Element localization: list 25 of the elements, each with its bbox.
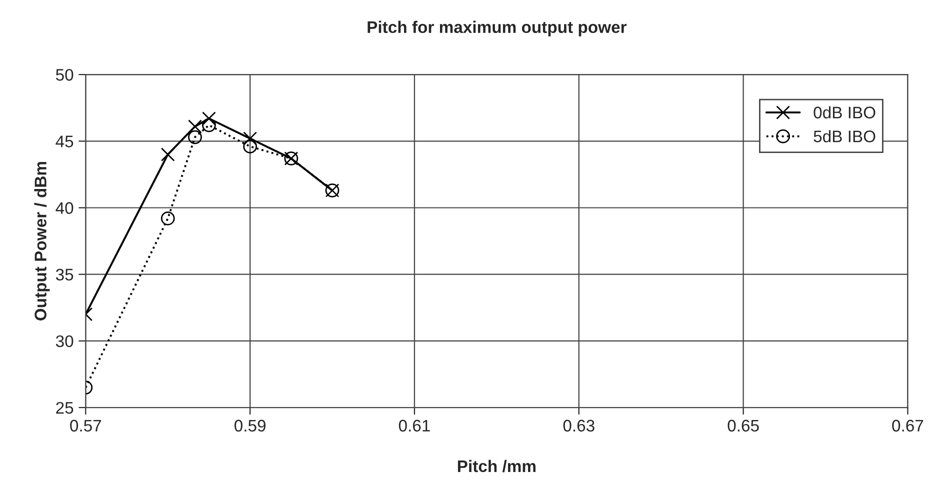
x-axis-title: Pitch /mm [458,460,536,472]
chart-title: Pitch for maximum output power [368,20,627,36]
point [160,211,175,226]
legend-label: 5dB IBO [814,130,876,142]
x-tick-label: 0.67 [892,420,924,432]
point [202,118,216,132]
y-tick-label: 30 [56,335,74,348]
x-tick-label: 0.57 [70,420,102,432]
y-tick-label: 35 [56,268,74,281]
point [188,130,202,144]
x-tick-label: 0.61 [398,420,430,432]
x-tick-label: 0.63 [563,420,594,432]
point [243,132,258,146]
y-tick-label: 50 [56,68,74,81]
x-tick-label: 0.59 [234,420,266,432]
y-tick-label: 40 [56,202,74,214]
point [243,140,258,154]
legend-label: 0dB IBO [814,106,876,118]
y-tick-label: 25 [56,402,74,414]
point [160,148,175,162]
point [188,120,202,134]
point [202,112,216,126]
x-tick-label: 0.65 [728,420,759,432]
y-tick-label: 45 [56,136,74,148]
y-axis-title: Output Power / dBm [34,162,50,320]
